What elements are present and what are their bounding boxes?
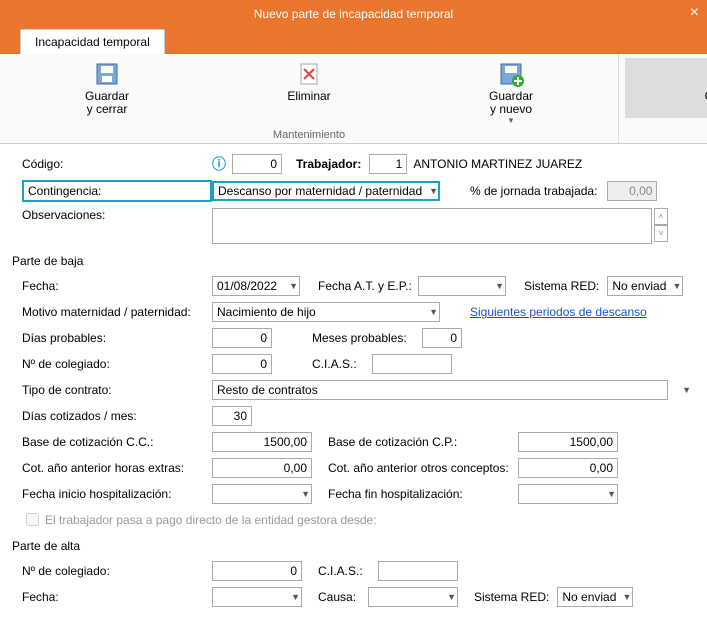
coleg-label: Nº de colegiado: (22, 357, 212, 371)
alta-coleg-input[interactable] (212, 561, 302, 581)
basecp-input[interactable] (518, 432, 618, 452)
pct-label: % de jornada trabajada: (470, 184, 597, 198)
alta-causa-label: Causa: (318, 590, 368, 604)
pago-directo-label: El trabajador pasa a pago directo de la … (45, 513, 377, 527)
dias-label: Días probables: (22, 331, 212, 345)
basecp-label: Base de cotización C.P.: (328, 435, 518, 449)
save-new-icon (497, 60, 525, 88)
alta-coleg-label: Nº de colegiado: (22, 564, 212, 578)
ribbon: Guardar y cerrar Eliminar Guardar y nuev… (0, 54, 707, 144)
general-label: General (631, 90, 707, 103)
chevron-down-icon: ▼ (507, 116, 515, 125)
basecc-input[interactable] (212, 432, 312, 452)
alta-sred-label: Sistema RED: (474, 590, 549, 604)
alta-fecha-input[interactable] (212, 587, 302, 607)
save-new-label: Guardar y nuevo (416, 90, 606, 116)
baja-fecha-input[interactable] (212, 276, 300, 296)
group-maintenance-label: Mantenimiento (273, 129, 345, 141)
info-icon[interactable]: ⓘ (212, 154, 226, 174)
pago-directo-checkbox (26, 513, 39, 526)
tab-incapacidad[interactable]: Incapacidad temporal (20, 29, 165, 54)
alta-sred-select[interactable] (557, 587, 633, 607)
meses-input[interactable] (422, 328, 462, 348)
save-close-button[interactable]: Guardar y cerrar (6, 58, 208, 127)
tipo-label: Tipo de contrato: (22, 383, 212, 397)
cototros-label: Cot. año anterior otros conceptos: (328, 461, 518, 475)
trabajador-label: Trabajador: (296, 157, 361, 171)
codigo-label: Código: (22, 157, 212, 171)
alta-fecha-label: Fecha: (22, 590, 212, 604)
obs-label: Observaciones: (22, 208, 212, 222)
diascot-label: Días cotizados / mes: (22, 409, 212, 423)
delete-label: Eliminar (214, 90, 404, 103)
baja-fecha-label: Fecha: (22, 279, 212, 293)
coleg-input[interactable] (212, 354, 272, 374)
form-body: Código: ⓘ Trabajador: ANTONIO MARTINEZ J… (0, 144, 707, 623)
cias-label: C.I.A.S.: (312, 357, 372, 371)
alta-cias-input[interactable] (378, 561, 458, 581)
ffh-input[interactable] (518, 484, 618, 504)
obs-down[interactable]: ˅ (654, 225, 668, 242)
ribbon-group-show: General Partes de confirmación Mostrar (619, 54, 707, 143)
basecc-label: Base de cotización C.C.: (22, 435, 212, 449)
cototros-input[interactable] (518, 458, 618, 478)
save-icon (93, 60, 121, 88)
cotext-label: Cot. año anterior horas extras: (22, 461, 212, 475)
tipo-select[interactable] (212, 380, 668, 400)
obs-textarea[interactable] (212, 208, 652, 244)
fih-input[interactable] (212, 484, 312, 504)
general-button[interactable]: General (625, 58, 707, 118)
ribbon-group-maintenance: Guardar y cerrar Eliminar Guardar y nuev… (0, 54, 619, 143)
cotext-input[interactable] (212, 458, 312, 478)
obs-up[interactable]: ˄ (654, 208, 668, 225)
cias-input[interactable] (372, 354, 452, 374)
save-new-button[interactable]: Guardar y nuevo ▼ (410, 58, 612, 127)
alta-cias-label: C.I.A.S.: (318, 564, 378, 578)
section-alta: Parte de alta (12, 539, 693, 553)
fih-label: Fecha inicio hospitalización: (22, 487, 212, 501)
trabajador-num-input[interactable] (369, 154, 407, 174)
baja-fechaat-input[interactable] (418, 276, 506, 296)
meses-label: Meses probables: (312, 331, 422, 345)
alta-causa-select[interactable] (368, 587, 458, 607)
window-title: Nuevo parte de incapacidad temporal (254, 7, 453, 21)
contingencia-select[interactable] (212, 181, 440, 201)
delete-button[interactable]: Eliminar (208, 58, 410, 127)
diascot-input[interactable] (212, 406, 252, 426)
title-bar: Nuevo parte de incapacidad temporal × (0, 0, 707, 28)
codigo-input[interactable] (232, 154, 282, 174)
tab-label: Incapacidad temporal (35, 35, 150, 49)
close-icon[interactable]: × (690, 4, 699, 22)
periodos-link[interactable]: Siguientes periodos de descanso (470, 305, 647, 319)
baja-fechaat-label: Fecha A.T. y E.P.: (318, 279, 418, 293)
pct-input (607, 181, 657, 201)
save-close-label: Guardar y cerrar (12, 90, 202, 116)
ffh-label: Fecha fin hospitalización: (328, 487, 518, 501)
dias-input[interactable] (212, 328, 272, 348)
motivo-select[interactable] (212, 302, 440, 322)
contingencia-label: Contingencia: (22, 180, 212, 202)
section-baja: Parte de baja (12, 254, 693, 268)
baja-sred-select[interactable] (607, 276, 683, 296)
motivo-label: Motivo maternidad / paternidad: (22, 305, 212, 319)
baja-sred-label: Sistema RED: (524, 279, 599, 293)
tab-strip: Incapacidad temporal (0, 28, 707, 54)
chevron-down-icon: ▼ (682, 385, 691, 395)
delete-icon (295, 60, 323, 88)
trabajador-name: ANTONIO MARTINEZ JUAREZ (413, 157, 582, 171)
